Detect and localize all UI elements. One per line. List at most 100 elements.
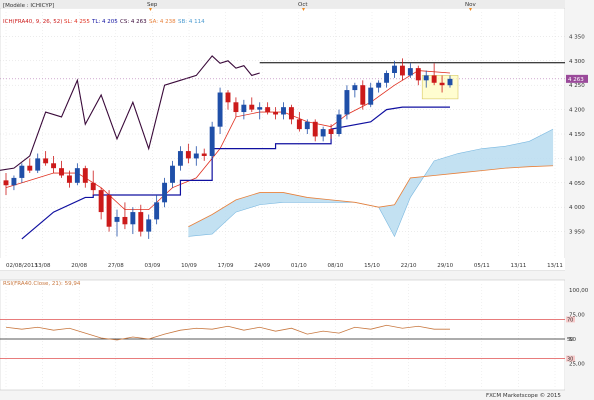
rsi-level-label: 30 — [567, 357, 573, 363]
x-tick-label: 22/10 — [401, 263, 417, 269]
candle-body — [336, 114, 342, 134]
candle-body — [360, 85, 366, 105]
candle-body — [257, 107, 263, 110]
candle-body — [130, 212, 136, 225]
month-label-nov: Nov — [465, 2, 476, 8]
rsi-indicator: 70 50 30 — [0, 316, 575, 363]
candle-body — [415, 68, 421, 81]
x-tick-label: 02/08/2013 — [6, 263, 38, 269]
senkou-a-line — [188, 165, 554, 228]
sa-value: SA: 4 238 — [149, 19, 176, 25]
footer-copyright: FXCM Marketscope © 2015 — [486, 392, 561, 399]
x-tick-label: 13/11 — [510, 263, 526, 269]
tl-value: TL: 4 205 — [91, 19, 118, 25]
rsi-y-tick-label: 50 — [569, 337, 576, 343]
candle-body — [265, 107, 271, 113]
candle-body — [11, 177, 17, 186]
candle-body — [138, 212, 144, 232]
y-tick-label: 3 950 — [569, 230, 585, 236]
candle-body — [43, 158, 49, 164]
candle-body — [162, 182, 168, 203]
candle-body — [209, 126, 215, 156]
indicator-lines — [0, 55, 565, 240]
candle-body — [392, 65, 397, 73]
x-tick-label: 01/10 — [291, 263, 307, 269]
indicator-name: ICH(FRA40, 9, 26, 52) — [3, 19, 62, 25]
candle-body — [27, 165, 33, 171]
candle-body — [154, 202, 160, 220]
candles — [3, 58, 453, 239]
candle-body — [273, 112, 279, 115]
candle-body — [344, 90, 350, 115]
rsi-level-tag — [566, 355, 575, 362]
y-tick-label: 4 300 — [569, 59, 585, 65]
month-marker-oct — [302, 8, 305, 11]
main-chart-panel — [0, 7, 566, 271]
x-axis-band — [0, 258, 565, 270]
rsi-level-tag — [566, 316, 575, 323]
rsi-title: RSI(FRA40.Close, 21): 59,94 — [3, 281, 81, 287]
candle-body — [74, 168, 80, 183]
candle-body — [384, 73, 390, 83]
candle-body — [281, 107, 286, 115]
model-label: [Modèle : ICHICYP] — [3, 2, 54, 9]
candle-body — [312, 121, 318, 137]
x-tick-label: 17/09 — [218, 263, 234, 269]
candle-body — [185, 151, 191, 159]
candle-body — [225, 92, 231, 103]
candle-body — [423, 75, 429, 81]
x-tick-label: 20/08 — [71, 263, 87, 269]
candle-body — [288, 107, 294, 120]
x-tick-label: 13/11 — [547, 263, 563, 269]
kumo-fill — [188, 129, 554, 237]
candle-body — [439, 82, 445, 86]
y-tick-label: 4 250 — [569, 83, 585, 89]
candle-body — [170, 165, 175, 183]
rsi-y-tick-label: 100,00 — [569, 288, 589, 294]
candle-body — [217, 92, 223, 127]
y-tick-label: 4 200 — [569, 108, 585, 114]
rsi-line — [5, 324, 450, 341]
sb-value: SB: 4 114 — [178, 19, 205, 25]
candle-body — [122, 216, 128, 225]
candle-body — [193, 153, 199, 159]
x-tick-label: 13/08 — [35, 263, 51, 269]
x-tick-label: 24/09 — [254, 263, 270, 269]
candle-body — [98, 190, 104, 213]
candle-body — [114, 216, 120, 222]
month-marker-nov — [469, 8, 472, 11]
candle-body — [82, 168, 88, 183]
right-axis-panel — [565, 0, 594, 400]
y-tick-label: 4 100 — [569, 156, 585, 162]
candle-body — [90, 182, 96, 191]
x-tick-label: 29/10 — [437, 263, 453, 269]
x-tick-label: 27/08 — [108, 263, 124, 269]
month-marker-sep — [149, 8, 152, 11]
candle-body — [376, 82, 382, 88]
x-tick-label: 15/10 — [364, 263, 380, 269]
last-price-tag — [566, 74, 588, 83]
y-tick-label: 4 150 — [569, 132, 585, 138]
y-tick-label: 4 350 — [569, 34, 585, 40]
candle-body — [241, 104, 247, 113]
candle-body — [3, 180, 9, 186]
sl-value: SL: 4 255 — [64, 19, 90, 25]
month-label-oct: Oct — [298, 2, 308, 8]
y-tick-label: 4 050 — [569, 181, 585, 187]
chikou-line — [0, 55, 260, 171]
candle-body — [177, 151, 183, 166]
candle-body — [407, 68, 413, 76]
candle-body — [201, 153, 207, 156]
candle-body — [431, 75, 437, 83]
candle-body — [19, 165, 25, 178]
candle-body — [35, 158, 41, 171]
tenkan-line — [5, 70, 451, 211]
last-price-label: 4 263 — [568, 77, 584, 83]
rsi-y-tick-label: 75,00 — [569, 313, 585, 319]
candle-body — [320, 129, 326, 137]
candle-body — [328, 129, 334, 134]
candle-body — [296, 119, 302, 130]
kumo-cloud — [188, 129, 554, 237]
rsi-panel — [0, 279, 566, 391]
